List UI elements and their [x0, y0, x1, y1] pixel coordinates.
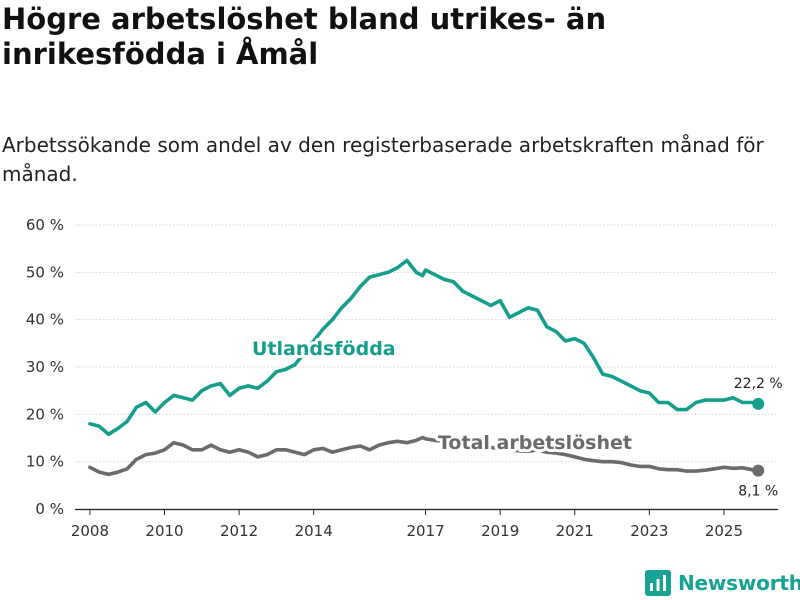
y-tick-label: 40 % — [26, 311, 64, 329]
y-axis-ticks: 0 % 10 % 20 % 30 % 40 % 50 % 60 % — [26, 216, 64, 518]
y-tick-label: 50 % — [26, 263, 64, 281]
series-label-utlandsfodda: Utlandsfödda — [252, 338, 396, 360]
chart-subtitle: Arbetssökande som andel av den registerb… — [2, 133, 764, 186]
series-line-utlandsfodda — [88, 258, 761, 437]
end-value-label-utlandsfodda: 22,2 % — [734, 376, 783, 392]
x-tick-label: 2017 — [406, 522, 444, 540]
series-label-total: Total arbetslöshet — [438, 432, 632, 454]
series-labels: Utlandsfödda Total arbetslöshet 22,2 % 8,1 … — [249, 335, 783, 500]
x-tick-label: 2008 — [71, 522, 109, 540]
grid-lines — [75, 224, 778, 510]
brand-name: Newsworthy — [678, 571, 800, 595]
x-tick-label: 2010 — [145, 522, 183, 540]
x-tick-label: 2019 — [481, 522, 519, 540]
series-line-total — [88, 435, 761, 477]
x-tick-label: 2014 — [295, 522, 333, 540]
y-tick-label: 60 % — [26, 216, 64, 234]
y-tick-label: 30 % — [26, 358, 64, 376]
x-tick-label: 2025 — [705, 522, 743, 540]
brand-logo: Newsworthy — [645, 569, 800, 597]
y-tick-label: 20 % — [26, 405, 64, 423]
end-point-utlandsfodda — [752, 397, 765, 410]
y-tick-label: 0 % — [35, 500, 64, 518]
x-tick-label: 2021 — [556, 522, 594, 540]
series-lines — [88, 258, 765, 477]
x-tick-label: 2012 — [220, 522, 258, 540]
end-point-total — [752, 464, 765, 477]
chart-title: Högre arbetslöshet bland utrikes- än inr… — [2, 2, 607, 71]
newsworthy-logo-icon — [645, 570, 671, 596]
end-value-label-total: 8,1 % — [738, 484, 778, 500]
y-tick-label: 10 % — [26, 453, 64, 471]
x-tick-label: 2023 — [630, 522, 668, 540]
x-axis: 2008 2010 2012 2014 2017 2019 2021 2023 2025 — [71, 508, 778, 540]
